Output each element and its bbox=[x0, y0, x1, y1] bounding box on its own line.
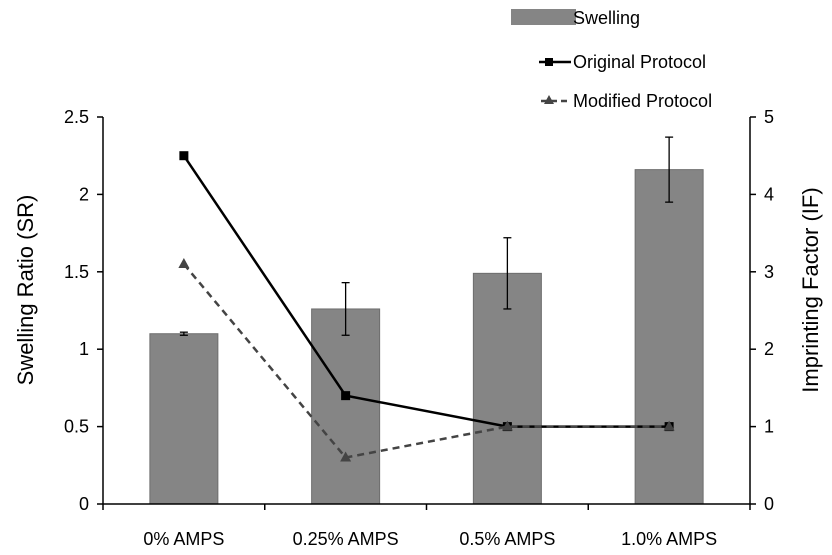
left-tick-label-1: 0.5 bbox=[64, 417, 89, 437]
bar-0 bbox=[149, 333, 219, 505]
bar-2 bbox=[472, 272, 542, 505]
category-label-0: 0% AMPS bbox=[143, 529, 224, 549]
left-axis-title: Swelling Ratio (SR) bbox=[13, 195, 38, 386]
legend-marker-original bbox=[545, 58, 553, 66]
legend-marker-modified bbox=[544, 95, 554, 104]
error-bar-1 bbox=[341, 281, 350, 336]
right-axis-title: Imprinting Factor (IF) bbox=[798, 187, 823, 392]
right-tick-label-2: 2 bbox=[764, 339, 774, 359]
legend-label-modified: Modified Protocol bbox=[573, 91, 712, 111]
bars-layer bbox=[149, 169, 704, 505]
right-tick-label-5: 5 bbox=[764, 107, 774, 127]
right-tick-label-1: 1 bbox=[764, 417, 774, 437]
legend-label-swelling: Swelling bbox=[573, 8, 640, 28]
category-label-1: 0.25% AMPS bbox=[293, 529, 399, 549]
axes-layer: 0 0.5 1 1.5 2 2.5 0 1 2 3 4 5 0% AMPS 0.25% AMPS 0.5% … bbox=[64, 107, 774, 549]
left-tick-label-0: 0 bbox=[79, 494, 89, 514]
series-line-0 bbox=[182, 155, 670, 428]
point-0-1 bbox=[341, 391, 351, 401]
series-line-1 bbox=[182, 263, 670, 459]
error-bars-layer bbox=[179, 136, 674, 336]
point-1-3 bbox=[663, 420, 675, 431]
left-tick-label-3: 1.5 bbox=[64, 262, 89, 282]
point-1-1 bbox=[340, 451, 352, 462]
left-tick-label-4: 2 bbox=[79, 184, 89, 204]
point-1-2 bbox=[501, 420, 513, 431]
left-tick-label-5: 2.5 bbox=[64, 107, 89, 127]
error-bar-0 bbox=[179, 331, 188, 336]
right-tick-label-0: 0 bbox=[764, 494, 774, 514]
category-label-2: 0.5% AMPS bbox=[459, 529, 555, 549]
bar-1 bbox=[311, 308, 381, 505]
legend-label-original: Original Protocol bbox=[573, 52, 706, 72]
right-tick-label-3: 3 bbox=[764, 262, 774, 282]
category-label-3: 1.0% AMPS bbox=[621, 529, 717, 549]
right-tick-label-4: 4 bbox=[764, 184, 774, 204]
bar-3 bbox=[634, 169, 704, 505]
lines-layer bbox=[178, 151, 675, 462]
legend-swatch-swelling bbox=[511, 9, 576, 25]
left-tick-label-2: 1 bbox=[79, 339, 89, 359]
error-bar-2 bbox=[503, 237, 512, 310]
error-bar-3 bbox=[665, 136, 674, 203]
legend: Swelling Original Protocol Modified Prot… bbox=[511, 8, 712, 111]
point-0-0 bbox=[179, 151, 189, 161]
point-1-0 bbox=[178, 258, 190, 269]
